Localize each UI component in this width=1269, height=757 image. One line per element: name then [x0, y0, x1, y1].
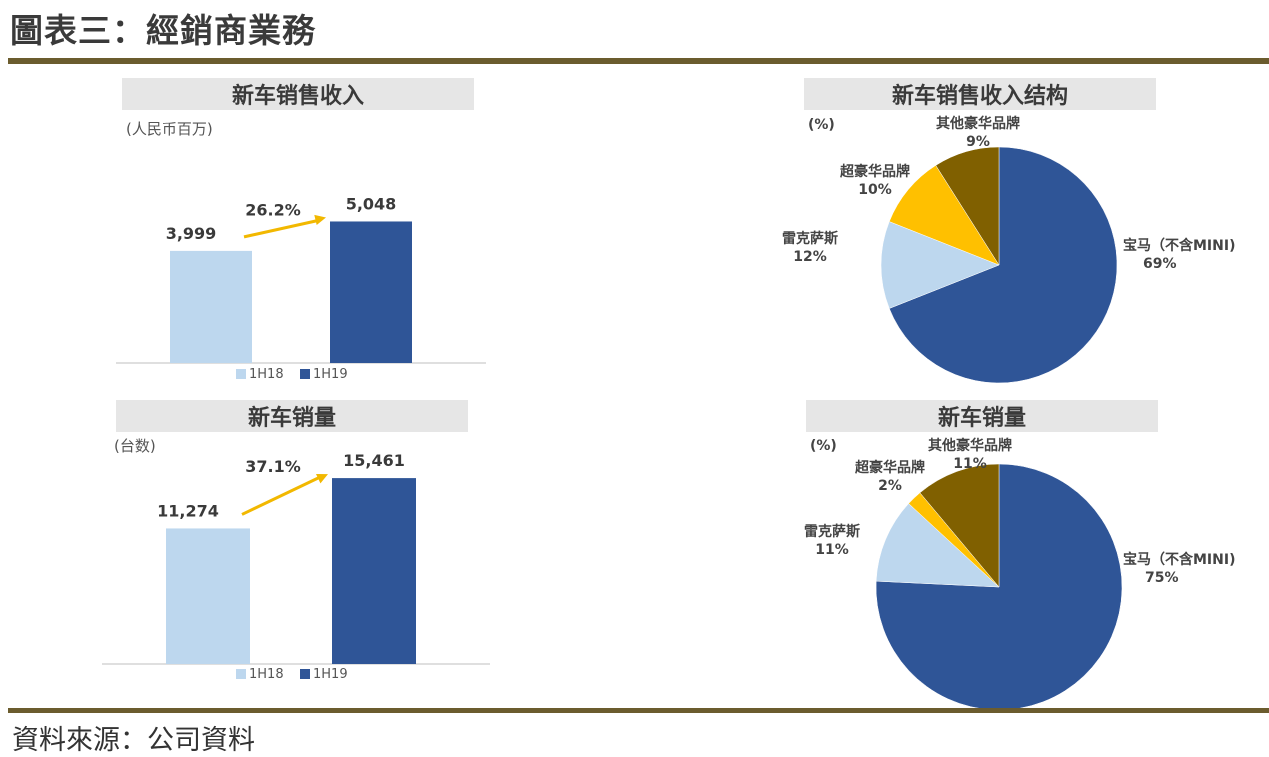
volume-pie-chart: (%) 宝马（不含MINI) 75% 雷克萨斯 11% 超豪华品牌 2% 其他豪华品牌 11%: [804, 437, 1235, 711]
legend-swatch-1H19: [300, 369, 310, 379]
chart1-title: 新车销售收入: [122, 78, 474, 110]
slice-name-0: 宝马（不含MINI): [1123, 551, 1235, 568]
pie-slice-3: [919, 463, 1000, 588]
legend-swatch-1H19: [300, 669, 310, 679]
bottom-divider: [8, 708, 1269, 713]
slice-value-1: 11%: [815, 542, 849, 558]
slice-name-3: 其他豪华品牌: [936, 115, 1020, 132]
data-label-1h18: 11,274: [157, 501, 219, 520]
slice-value-0: 69%: [1143, 256, 1177, 272]
growth-label: 26.2%: [245, 200, 301, 219]
pie-slice-1: [875, 503, 1000, 588]
slice-value-3: 9%: [966, 134, 990, 150]
unit-label: (人民币百万): [126, 120, 213, 138]
unit-label: (%): [810, 438, 837, 454]
growth-arrow: [243, 219, 319, 239]
chart2-title: 新车销售收入结构: [804, 78, 1156, 110]
pie-slice-3: [935, 146, 1000, 266]
slice-name-1: 雷克萨斯: [782, 230, 838, 247]
growth-arrowhead: [314, 214, 326, 226]
chart3-title: 新车销量: [116, 400, 468, 432]
legend-label-1H18: 1H18: [249, 667, 284, 682]
bar-1H19: [332, 478, 416, 664]
revenue-pie-chart: (%) 宝马（不含MINI) 69% 雷克萨斯 12% 超豪华品牌 10% 其他豪华品牌 9%: [782, 115, 1235, 384]
unit-label: (%): [808, 117, 835, 133]
page-title: 圖表三：經銷商業務: [10, 11, 316, 50]
revenue-bar-chart: (人民币百万) 3,999 5,048 26.2% 1H18 1H19: [116, 120, 486, 382]
growth-arrowhead: [316, 473, 328, 484]
slice-name-0: 宝马（不含MINI): [1123, 237, 1235, 254]
data-label-1h18: 3,999: [166, 224, 217, 243]
bar-1H18: [170, 250, 252, 363]
slice-name-3: 其他豪华品牌: [928, 437, 1012, 454]
slice-value-2: 2%: [878, 478, 902, 494]
slice-value-3: 11%: [953, 456, 987, 472]
slice-name-1: 雷克萨斯: [804, 523, 860, 540]
growth-label: 37.1%: [245, 457, 301, 476]
legend-swatch-1H18: [236, 369, 246, 379]
pie-slice-0: [888, 146, 1118, 384]
legend-label-1H19: 1H19: [313, 367, 348, 382]
source-note: 資料來源：公司資料: [12, 725, 255, 756]
slice-name-2: 超豪华品牌: [839, 163, 910, 180]
chart4-title: 新车销量: [806, 400, 1158, 432]
slice-value-0: 75%: [1145, 570, 1179, 586]
bar-1H18: [166, 528, 250, 664]
volume-bar-chart: (台数) 11,274 15,461 37.1% 1H18 1H19: [102, 437, 490, 682]
unit-label: (台数): [114, 437, 156, 455]
legend-label-1H18: 1H18: [249, 367, 284, 382]
pie-slice-2: [888, 165, 1000, 266]
slice-value-1: 12%: [793, 249, 827, 265]
growth-arrow: [241, 475, 321, 516]
data-label-1h19: 5,048: [346, 194, 397, 213]
slice-name-2: 超豪华品牌: [854, 459, 925, 476]
legend-swatch-1H18: [236, 669, 246, 679]
data-label-1h19: 15,461: [343, 451, 405, 470]
bar-1H19: [330, 221, 412, 363]
pie-slice-1: [880, 221, 1000, 309]
slice-value-2: 10%: [858, 182, 892, 198]
legend-label-1H19: 1H19: [313, 667, 348, 682]
top-divider: [8, 58, 1269, 64]
